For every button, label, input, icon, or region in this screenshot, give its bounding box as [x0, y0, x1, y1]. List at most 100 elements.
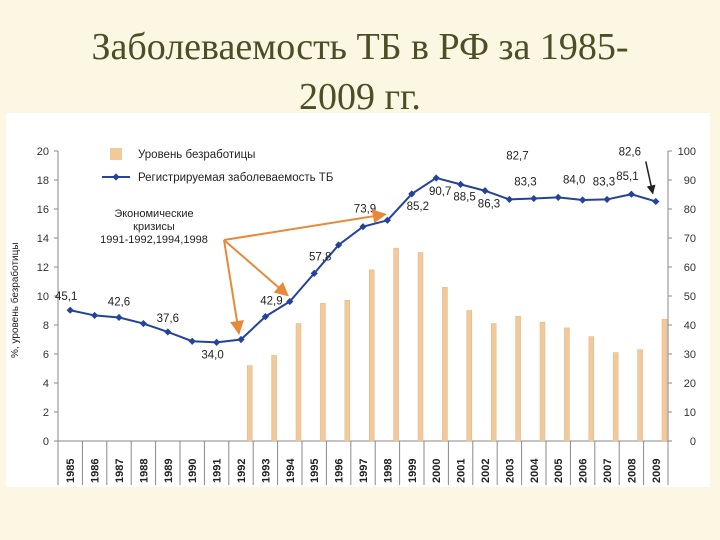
- line-point: [530, 194, 538, 203]
- x-tick-label: 1998: [382, 459, 394, 483]
- x-tick-label: 2002: [480, 459, 492, 483]
- y-left-tick-label: 12: [37, 262, 49, 274]
- x-tick-label: 1985: [65, 459, 77, 483]
- annotation-arrow: [223, 239, 244, 335]
- annotation-arrow: [223, 209, 387, 241]
- y-left-tick-label: 18: [37, 175, 49, 187]
- bar: [442, 287, 448, 442]
- label-arrow: [645, 161, 656, 195]
- bar-series: [246, 247, 668, 442]
- y-right-tick-label: 50: [684, 291, 696, 303]
- bar: [344, 300, 351, 442]
- bar: [295, 323, 302, 442]
- y-left-tick-label: 20: [37, 146, 49, 158]
- line-point: [579, 196, 587, 204]
- y-right-tick-label: 100: [678, 146, 696, 158]
- data-labels: 45,1 42,6 37,6 34,0 42,9 57,8 73,9 85,290,7 88,5…: [55, 146, 656, 361]
- chart-panel: 0 2 4 6 8 10 12 14 16 18 20 0 10 20 30 40 50 60 70 80 90 100 1…: [6, 113, 710, 487]
- line-point: [652, 197, 660, 206]
- line-point: [554, 193, 562, 201]
- x-tick-label: 1996: [334, 459, 346, 483]
- line-point: [237, 335, 245, 344]
- line-point: [286, 297, 294, 306]
- line-point: [457, 180, 465, 188]
- line-point: [481, 187, 489, 195]
- y-right-tick-label: 0: [690, 436, 696, 448]
- line-series: [66, 174, 660, 346]
- line-point: [359, 223, 367, 231]
- x-tick-label: 1992: [236, 459, 248, 483]
- annotation-line3: 1991-1992,1994,1998: [100, 234, 208, 246]
- bar: [393, 247, 399, 442]
- legend-swatch-bars: [110, 148, 122, 160]
- slide-title-line2: 2009 гг.: [299, 76, 421, 118]
- x-tick-label: 1989: [163, 459, 175, 483]
- y-axis-left-title: %, уровень безработицы: [9, 242, 21, 358]
- x-tick-label: 1999: [407, 459, 419, 483]
- line-point: [164, 328, 172, 336]
- data-label: 90,7: [429, 186, 451, 198]
- data-label: 82,7: [506, 150, 528, 162]
- y-right-tick-label: 80: [684, 204, 696, 216]
- x-tick-label: 1990: [187, 459, 199, 483]
- line-point: [91, 311, 99, 320]
- axes: 0246810121416182001020304050607080901001…: [9, 146, 696, 485]
- line-point: [66, 306, 74, 314]
- legend-marker-line: [112, 173, 120, 181]
- bar: [246, 365, 253, 442]
- y-left-tick-label: 6: [43, 349, 49, 361]
- y-right-tick-label: 40: [684, 320, 696, 332]
- y-left-tick-label: 8: [43, 320, 49, 332]
- x-tick-label: 2004: [529, 458, 541, 483]
- tb-unemployment-chart: 0246810121416182001020304050607080901001…: [9, 146, 696, 485]
- y-right-tick-label: 10: [684, 407, 696, 419]
- y-right-tick-label: 30: [684, 349, 696, 361]
- annotation-line2: кризисы: [133, 221, 175, 233]
- x-tick-label: 1995: [309, 459, 321, 483]
- bar: [637, 349, 643, 442]
- slide-title: Заболеваемость ТБ в РФ за 1985- 2009 гг.: [0, 22, 720, 122]
- x-tick-label: 2001: [456, 459, 468, 483]
- x-tick-label: 2005: [553, 459, 565, 483]
- bar: [466, 310, 473, 442]
- line-point: [213, 338, 221, 346]
- annotation-line1: Экономические: [114, 208, 193, 220]
- data-label: 34,0: [201, 349, 223, 361]
- legend: Уровень безработицы Регистрируемая заболе…: [102, 148, 333, 184]
- line-point: [627, 190, 635, 198]
- line-point: [505, 195, 513, 204]
- data-label: 45,1: [55, 291, 77, 303]
- data-label: 83,3: [593, 176, 615, 188]
- bar: [661, 318, 668, 442]
- data-label: 85,1: [616, 171, 638, 183]
- bar: [588, 336, 595, 442]
- data-label: 37,6: [157, 313, 179, 325]
- x-tick-label: 1997: [358, 459, 370, 483]
- line-point: [261, 312, 269, 321]
- line-point: [383, 216, 391, 224]
- line-point: [310, 269, 318, 277]
- y-right-tick-label: 70: [684, 233, 696, 245]
- y-left-tick-label: 0: [43, 436, 49, 448]
- x-tick-label: 1994: [285, 458, 297, 483]
- line-point: [603, 195, 611, 204]
- data-label: 73,9: [354, 204, 376, 216]
- bar: [539, 321, 546, 442]
- line-point: [335, 241, 343, 249]
- x-tick-label: 2003: [504, 459, 516, 483]
- line-point: [139, 319, 147, 328]
- data-label: 57,8: [309, 251, 331, 263]
- x-tick-label: 1987: [114, 459, 126, 483]
- y-right-tick-label: 90: [684, 175, 696, 187]
- y-left-tick-label: 4: [43, 378, 49, 390]
- data-label: 82,6: [619, 146, 641, 158]
- data-label: 42,6: [108, 296, 130, 308]
- bar: [515, 316, 521, 442]
- bar: [490, 323, 497, 442]
- x-tick-label: 2006: [578, 459, 590, 483]
- data-label: 84,0: [563, 174, 585, 186]
- data-label: 86,3: [478, 199, 500, 211]
- y-right-tick-label: 20: [684, 378, 696, 390]
- bar: [417, 252, 424, 442]
